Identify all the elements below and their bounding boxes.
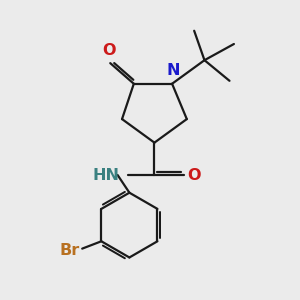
Text: O: O	[102, 43, 116, 58]
Text: HN: HN	[92, 167, 119, 182]
Text: Br: Br	[59, 243, 79, 258]
Text: O: O	[187, 167, 200, 182]
Text: N: N	[166, 63, 180, 78]
